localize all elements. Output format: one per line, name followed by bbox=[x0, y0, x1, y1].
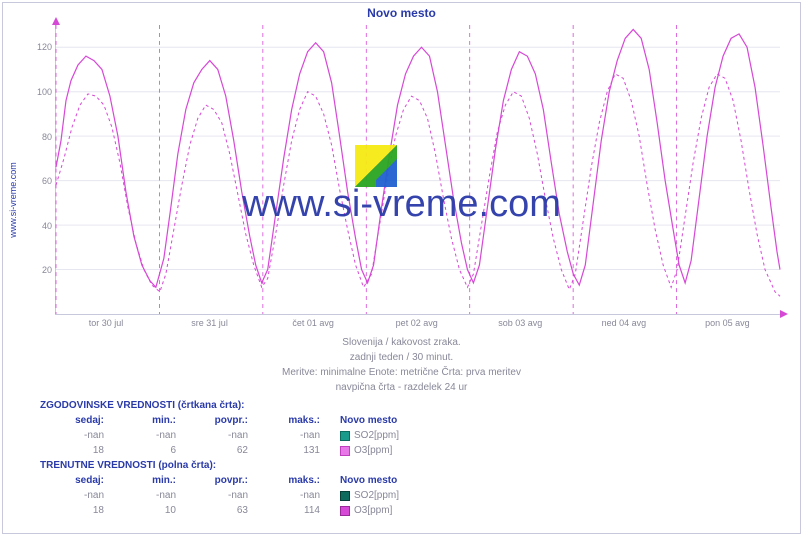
hdr-maks: maks.: bbox=[256, 413, 328, 428]
table-row: -nan-nan-nan-nanSO2[ppm] bbox=[40, 428, 448, 443]
series-label: O3[ppm] bbox=[328, 503, 392, 518]
x-tick-label: sob 03 avg bbox=[498, 318, 542, 328]
table-row: 18662131 O3[ppm] bbox=[40, 443, 448, 458]
x-tick-label: pet 02 avg bbox=[396, 318, 438, 328]
hdr-povpr: povpr.: bbox=[184, 413, 256, 428]
y-axis-site-label: www.si-vreme.com bbox=[6, 50, 20, 350]
meta-line-2: zadnji teden / 30 minut. bbox=[0, 350, 803, 365]
chdr-maks: maks.: bbox=[256, 473, 328, 488]
x-tick-label: sre 31 jul bbox=[191, 318, 228, 328]
table-cell: -nan bbox=[112, 488, 184, 503]
chart-title: Novo mesto bbox=[0, 6, 803, 20]
hdr-min: min.: bbox=[112, 413, 184, 428]
table-cell: -nan bbox=[40, 428, 112, 443]
y-tick-label: 60 bbox=[42, 176, 52, 186]
table-cell: 62 bbox=[184, 443, 256, 458]
meta-line-1: Slovenija / kakovost zraka. bbox=[0, 335, 803, 350]
table-row: 181063114 O3[ppm] bbox=[40, 503, 448, 518]
series-swatch-icon bbox=[340, 506, 350, 516]
meta-block: Slovenija / kakovost zraka. zadnji teden… bbox=[0, 335, 803, 395]
curr-title: TRENUTNE VREDNOSTI (polna črta): bbox=[40, 458, 448, 473]
chdr-min: min.: bbox=[112, 473, 184, 488]
site-label-text: www.si-vreme.com bbox=[8, 162, 18, 238]
y-tick-label: 120 bbox=[37, 42, 52, 52]
series-label: SO2[ppm] bbox=[328, 428, 399, 443]
plot-svg bbox=[56, 25, 780, 314]
series-label: O3[ppm] bbox=[328, 443, 392, 458]
x-tick-label: pon 05 avg bbox=[705, 318, 750, 328]
x-tick-label: ned 04 avg bbox=[602, 318, 647, 328]
hist-header-row: sedaj: min.: povpr.: maks.: Novo mesto bbox=[40, 413, 448, 428]
x-tick-label: tor 30 jul bbox=[89, 318, 124, 328]
meta-line-4: navpična črta - razdelek 24 ur bbox=[0, 380, 803, 395]
table-cell: -nan bbox=[112, 428, 184, 443]
table-cell: 18 bbox=[40, 443, 112, 458]
y-tick-label: 40 bbox=[42, 221, 52, 231]
chdr-sedaj: sedaj: bbox=[40, 473, 112, 488]
series-swatch-icon bbox=[340, 446, 350, 456]
y-tick-label: 80 bbox=[42, 132, 52, 142]
meta-line-3: Meritve: minimalne Enote: metrične Črta:… bbox=[0, 365, 803, 380]
series-swatch-icon bbox=[340, 491, 350, 501]
series-swatch-icon bbox=[340, 431, 350, 441]
curr-header-row: sedaj: min.: povpr.: maks.: Novo mesto bbox=[40, 473, 448, 488]
data-tables: ZGODOVINSKE VREDNOSTI (črtkana črta): se… bbox=[40, 398, 448, 518]
y-tick-label: 20 bbox=[42, 265, 52, 275]
table-cell: 63 bbox=[184, 503, 256, 518]
table-cell: -nan bbox=[40, 488, 112, 503]
table-cell: 10 bbox=[112, 503, 184, 518]
series-O3-historical bbox=[56, 74, 780, 296]
x-axis-arrow-icon bbox=[780, 310, 788, 318]
x-tick-label: čet 01 avg bbox=[292, 318, 334, 328]
table-cell: 6 bbox=[112, 443, 184, 458]
series-O3-current bbox=[56, 29, 780, 287]
table-cell: 114 bbox=[256, 503, 328, 518]
series-name: SO2[ppm] bbox=[354, 488, 399, 503]
hdr-sedaj: sedaj: bbox=[40, 413, 112, 428]
table-cell: 131 bbox=[256, 443, 328, 458]
curr-location: Novo mesto bbox=[328, 473, 448, 488]
hist-location: Novo mesto bbox=[328, 413, 448, 428]
series-label: SO2[ppm] bbox=[328, 488, 399, 503]
y-axis-arrow-icon bbox=[52, 17, 60, 25]
watermark-logo-icon bbox=[355, 145, 397, 187]
plot-area: 20406080100120 tor 30 julsre 31 julčet 0… bbox=[55, 25, 780, 315]
table-cell: -nan bbox=[256, 488, 328, 503]
table-cell: 18 bbox=[40, 503, 112, 518]
chdr-povpr: povpr.: bbox=[184, 473, 256, 488]
series-name: O3[ppm] bbox=[354, 503, 392, 518]
table-cell: -nan bbox=[184, 488, 256, 503]
series-name: SO2[ppm] bbox=[354, 428, 399, 443]
table-row: -nan-nan-nan-nanSO2[ppm] bbox=[40, 488, 448, 503]
y-tick-label: 100 bbox=[37, 87, 52, 97]
series-name: O3[ppm] bbox=[354, 443, 392, 458]
hist-title: ZGODOVINSKE VREDNOSTI (črtkana črta): bbox=[40, 398, 448, 413]
table-cell: -nan bbox=[256, 428, 328, 443]
table-cell: -nan bbox=[184, 428, 256, 443]
